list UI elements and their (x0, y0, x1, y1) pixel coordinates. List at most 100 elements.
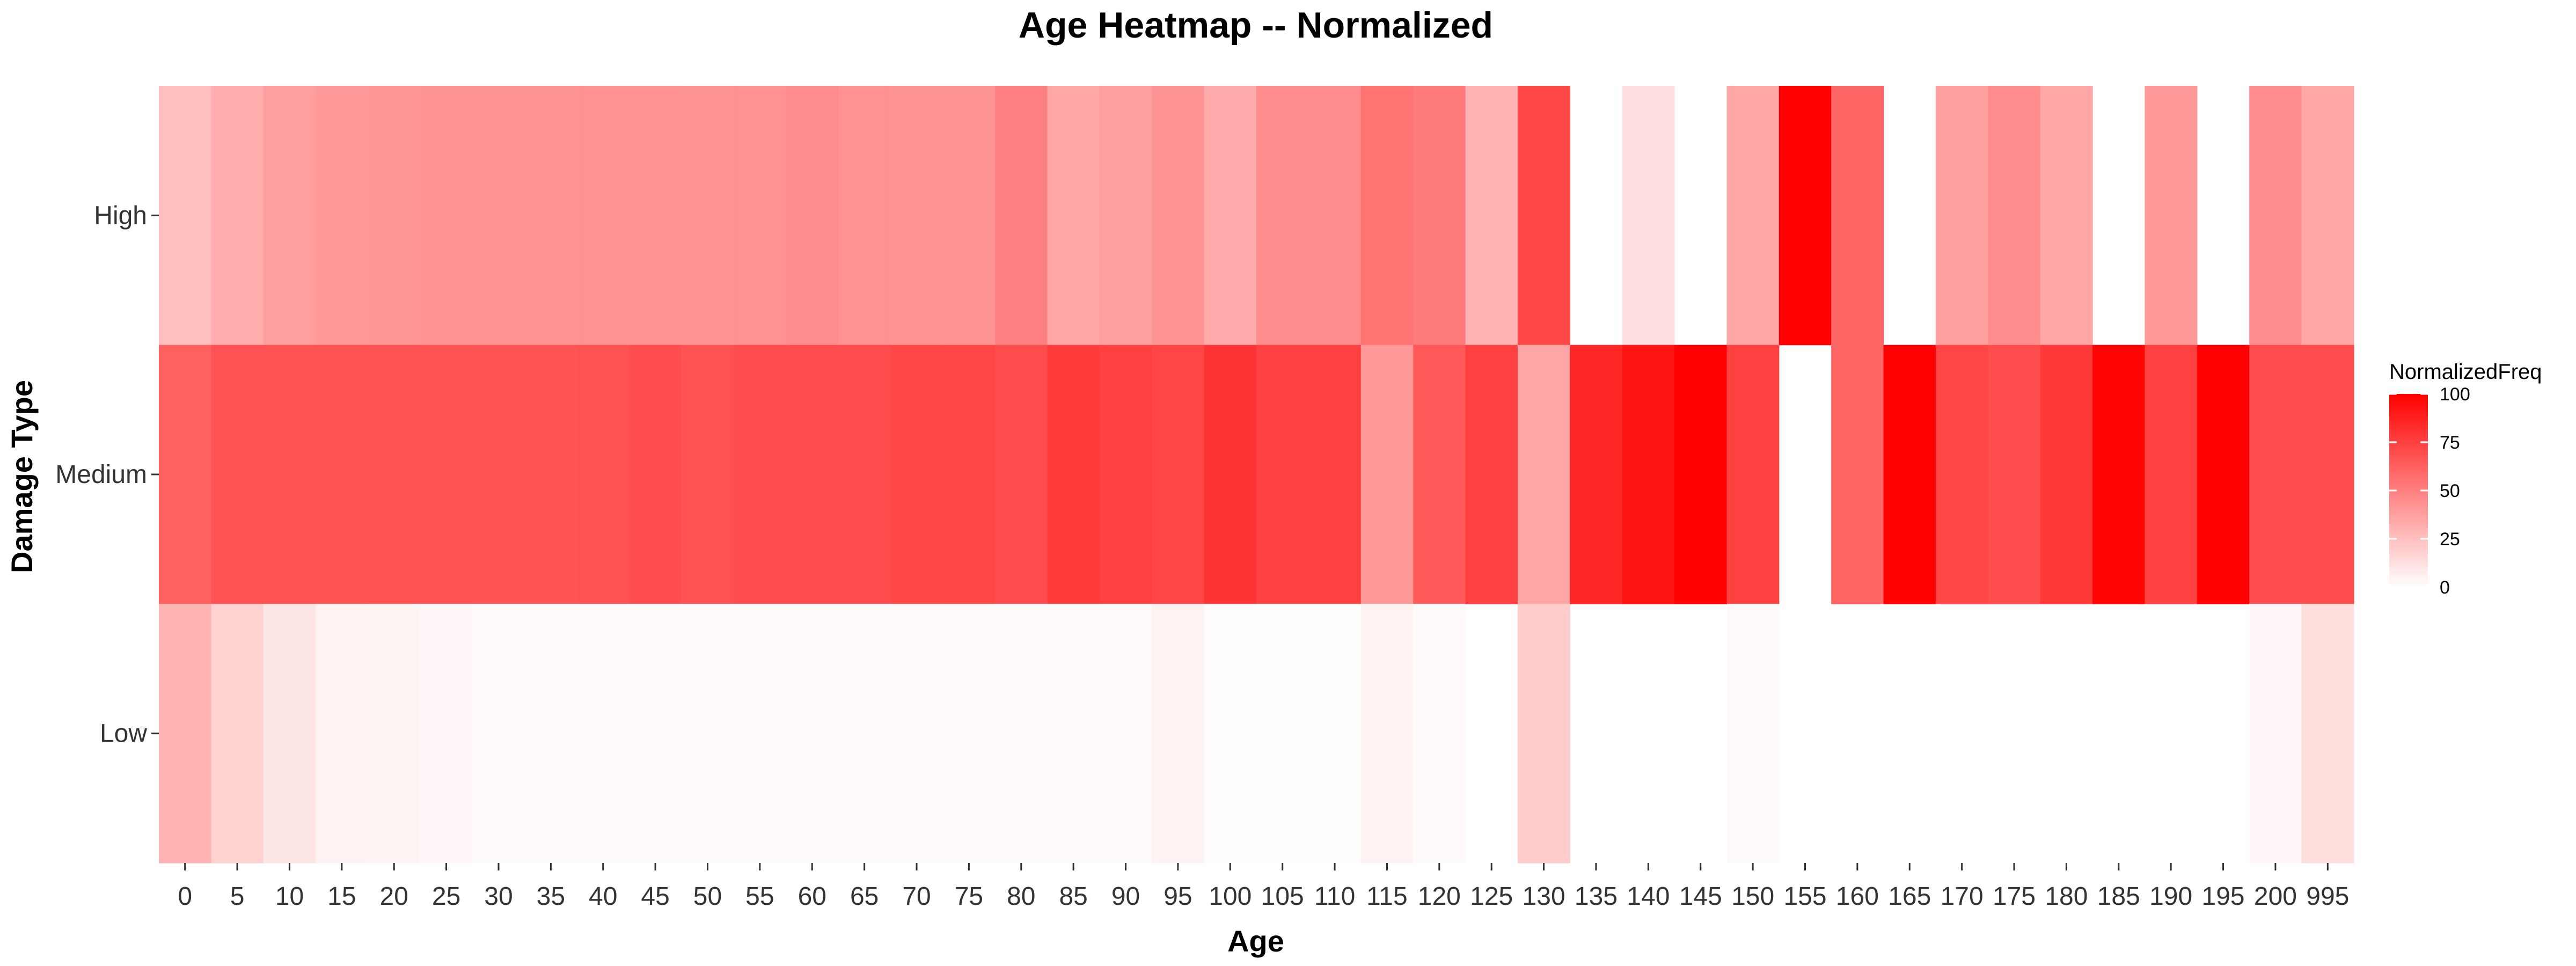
heatmap-cell-medium-10 (263, 345, 316, 604)
heatmap-cell-medium-165 (1883, 345, 1936, 604)
heatmap-cell-low-80 (995, 604, 1048, 863)
heatmap-cell-medium-200 (2249, 345, 2302, 604)
x-tick-label: 5 (230, 882, 245, 911)
heatmap-cell-low-95 (1152, 604, 1205, 863)
heatmap-cell-high-30 (472, 86, 525, 346)
heatmap-cell-medium-40 (577, 345, 630, 604)
heatmap-cell-medium-115 (1360, 345, 1414, 604)
x-tick-label: 120 (1418, 882, 1461, 911)
x-tick-label: 170 (1941, 882, 1984, 911)
heatmap-cell-low-45 (629, 604, 682, 863)
legend-tick-label: 50 (2440, 481, 2460, 501)
heatmap-cell-low-115 (1360, 604, 1414, 863)
y-tick-label: Low (100, 720, 147, 748)
heatmap-cell-high-140 (1622, 86, 1675, 346)
heatmap-cell-low-70 (890, 604, 943, 863)
x-tick-label: 140 (1627, 882, 1670, 911)
heatmap-cell-medium-160 (1831, 345, 1884, 604)
heatmap-cell-high-155 (1779, 86, 1832, 346)
heatmap-cell-low-50 (681, 604, 734, 863)
x-tick-label: 125 (1470, 882, 1513, 911)
heatmap-cell-medium-135 (1570, 345, 1623, 604)
heatmap-cell-high-35 (524, 86, 577, 346)
x-tick-label: 15 (327, 882, 356, 911)
x-tick-label: 190 (2149, 882, 2192, 911)
heatmap-cell-high-15 (316, 86, 369, 346)
legend-tick-label: 25 (2440, 529, 2460, 550)
heatmap-cells (159, 86, 2354, 863)
x-tick-label: 95 (1163, 882, 1192, 911)
heatmap-cell-medium-55 (734, 345, 787, 604)
heatmap-cell-medium-20 (368, 345, 421, 604)
heatmap-cell-low-150 (1726, 604, 1780, 863)
heatmap-cell-high-0 (159, 86, 211, 346)
x-tick-label: 165 (1888, 882, 1931, 911)
heatmap-cell-high-105 (1256, 86, 1309, 346)
heatmap-cell-high-95 (1152, 86, 1205, 346)
x-tick-label: 35 (537, 882, 565, 911)
heatmap-cell-medium-170 (1935, 345, 1988, 604)
x-tick-label: 130 (1523, 882, 1565, 911)
heatmap-cell-medium-100 (1204, 345, 1257, 604)
x-tick-label: 145 (1679, 882, 1722, 911)
y-tick-label: Medium (55, 460, 147, 489)
heatmap-cell-medium-5 (211, 345, 264, 604)
heatmap-cell-medium-105 (1256, 345, 1309, 604)
heatmap-cell-high-10 (263, 86, 316, 346)
x-tick-label: 60 (798, 882, 826, 911)
y-axis-title: Damage Type (5, 380, 39, 573)
x-tick-label: 195 (2202, 882, 2245, 911)
x-tick-label: 40 (589, 882, 617, 911)
x-tick-label: 55 (745, 882, 774, 911)
heatmap-cell-medium-190 (2145, 345, 2198, 604)
x-tick-label: 10 (275, 882, 304, 911)
x-tick-label: 50 (693, 882, 722, 911)
heatmap-cell-low-60 (786, 604, 839, 863)
heatmap-cell-low-75 (942, 604, 996, 863)
legend-tick-label: 75 (2440, 433, 2460, 453)
heatmap-cell-low-15 (316, 604, 369, 863)
heatmap-cell-high-150 (1726, 86, 1780, 346)
x-tick-label: 65 (850, 882, 879, 911)
x-tick-label: 45 (641, 882, 669, 911)
x-tick-label: 75 (955, 882, 983, 911)
heatmap-cell-medium-130 (1517, 345, 1570, 604)
heatmap-cell-high-115 (1360, 86, 1414, 346)
heatmap-cell-medium-150 (1726, 345, 1780, 604)
heatmap-cell-high-80 (995, 86, 1048, 346)
heatmap-cell-high-995 (2301, 86, 2354, 346)
heatmap-cell-medium-15 (316, 345, 369, 604)
heatmap-cell-high-180 (2040, 86, 2093, 346)
color-legend: NormalizedFreq 100 75 50 25 0 (2389, 360, 2542, 598)
heatmap-cell-medium-75 (942, 345, 996, 604)
heatmap-cell-high-5 (211, 86, 264, 346)
x-tick-label: 20 (380, 882, 408, 911)
heatmap-cell-low-10 (263, 604, 316, 863)
heatmap-cell-low-20 (368, 604, 421, 863)
x-tick-label: 185 (2097, 882, 2140, 911)
heatmap-cell-high-55 (734, 86, 787, 346)
x-tick-label: 100 (1209, 882, 1252, 911)
heatmap-cell-medium-110 (1308, 345, 1362, 604)
heatmap-cell-medium-185 (2092, 345, 2146, 604)
x-tick-label: 110 (1314, 882, 1356, 911)
heatmap-cell-medium-180 (2040, 345, 2093, 604)
heatmap-cell-low-995 (2301, 604, 2354, 863)
x-tick-label: 0 (178, 882, 192, 911)
heatmap-cell-medium-90 (1099, 345, 1152, 604)
y-axis: High Medium Low (55, 201, 159, 748)
x-axis-title: Age (1227, 924, 1284, 958)
heatmap-cell-low-5 (211, 604, 264, 863)
heatmap-cell-low-25 (420, 604, 473, 863)
heatmap-cell-medium-140 (1622, 345, 1675, 604)
x-tick-label: 150 (1731, 882, 1774, 911)
x-tick-label: 200 (2254, 882, 2297, 911)
heatmap-cell-medium-30 (472, 345, 525, 604)
heatmap-cell-medium-45 (629, 345, 682, 604)
x-tick-label: 85 (1059, 882, 1087, 911)
x-tick-label: 115 (1366, 882, 1408, 911)
heatmap-cell-medium-0 (159, 345, 211, 604)
heatmap-cell-high-200 (2249, 86, 2302, 346)
heatmap-cell-high-60 (786, 86, 839, 346)
heatmap-cell-medium-120 (1413, 345, 1466, 604)
